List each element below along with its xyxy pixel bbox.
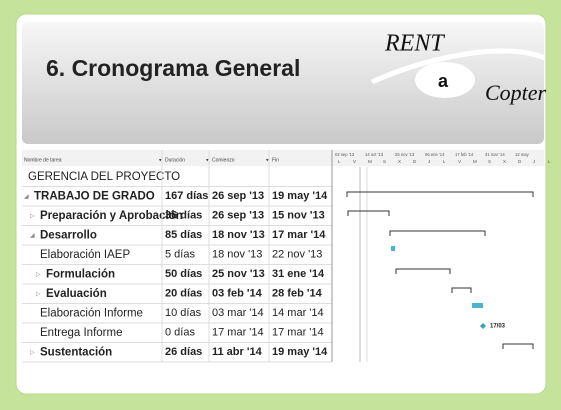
table-rows: GERENCIA DEL PROYECTO ◢ TRABAJO DE GRADO 16… <box>22 150 332 363</box>
column-menu: ▾ <box>266 157 269 163</box>
task-end: 28 feb '14 <box>272 288 323 300</box>
task-duration: 10 días <box>165 307 202 319</box>
task-end: 19 may '14 <box>272 346 328 358</box>
task-duration: 36 días <box>165 210 202 222</box>
task-name: Elaboración IAEP <box>40 249 130 261</box>
task-start: 03 feb '14 <box>212 288 263 300</box>
gantt <box>346 167 534 362</box>
task-end: 19 may '14 <box>272 190 328 202</box>
task-duration: 5 días <box>165 249 195 261</box>
task-end: 14 mar '14 <box>272 307 324 319</box>
expander: ▷ <box>30 350 35 356</box>
task-name: Preparación y Aprobación <box>40 210 183 222</box>
task-start: 17 mar '14 <box>212 327 264 339</box>
summary-bar <box>451 287 472 293</box>
column-header: Fin <box>272 157 279 163</box>
task-name: Entrega Informe <box>40 327 122 339</box>
task-start: 03 mar '14 <box>212 307 264 319</box>
task-name: Sustentación <box>40 346 112 358</box>
task-start: 18 nov '13 <box>212 229 265 241</box>
day-label: L <box>338 159 341 164</box>
day-label: X <box>503 159 506 164</box>
task-start: 25 nov '13 <box>212 268 265 280</box>
summary-bar <box>346 191 534 197</box>
day-label: L <box>548 159 551 164</box>
task-name: Evaluación <box>46 288 107 300</box>
day-label: M <box>368 159 372 164</box>
task-name: Desarrollo <box>40 229 97 241</box>
period-label: 14 oct '13 <box>365 152 384 157</box>
task-name: GERENCIA DEL PROYECTO <box>28 171 180 183</box>
task-duration: 85 días <box>165 229 202 241</box>
day-label: J <box>533 159 535 164</box>
column-menu: ▾ <box>206 157 209 163</box>
task-end: 17 mar '14 <box>272 229 326 241</box>
task-start: 26 sep '13 <box>212 190 264 202</box>
task-start: 11 abr '14 <box>212 346 263 358</box>
task-name: Formulación <box>46 268 115 280</box>
title: 6. Cronograma General <box>46 55 300 81</box>
period-label: 31 mar '14 <box>485 152 505 157</box>
task-duration: 0 días <box>165 327 195 339</box>
summary-bar <box>389 230 486 236</box>
day-label: S <box>383 159 386 164</box>
summary-bar <box>502 343 534 349</box>
period-label: 02 sep '13 <box>335 152 355 157</box>
logo-copter: Copter <box>485 80 547 105</box>
day-label: V <box>353 159 356 164</box>
logo-rent: RENT <box>384 31 445 57</box>
day-label: J <box>428 159 430 164</box>
task-bar <box>472 303 483 308</box>
task-start: 18 nov '13 <box>212 249 262 261</box>
task-bar <box>391 246 395 251</box>
logo-ellipse <box>415 62 475 98</box>
summary-bar <box>347 210 390 216</box>
day-label: V <box>458 159 461 164</box>
column-header: Nombre de tarea <box>24 157 62 163</box>
header-band <box>22 22 544 144</box>
expander: ◢ <box>30 233 35 239</box>
summary-bar <box>395 268 451 274</box>
milestone <box>480 323 486 329</box>
milestone-label: 17/03 <box>490 324 506 330</box>
task-name: Elaboración Informe <box>40 307 143 319</box>
period-label: 12 may <box>515 152 530 157</box>
column-menu: ▾ <box>159 157 162 163</box>
task-duration: 50 días <box>165 268 202 280</box>
logo-a: a <box>438 71 449 91</box>
expander: ▷ <box>36 272 41 278</box>
day-label: M <box>473 159 477 164</box>
task-duration: 20 días <box>165 288 202 300</box>
expander: ◢ <box>24 194 29 200</box>
day-label: S <box>488 159 491 164</box>
logo-swoosh <box>370 48 546 85</box>
task-end: 15 nov '13 <box>272 210 325 222</box>
day-label: D <box>518 159 522 164</box>
expander: ▷ <box>30 213 35 219</box>
day-label: L <box>443 159 446 164</box>
expander: ▷ <box>36 291 41 297</box>
table-header <box>22 150 544 166</box>
task-duration: 26 días <box>165 346 202 358</box>
column-header: Comienzo <box>212 157 235 163</box>
task-name: TRABAJO DE GRADO <box>34 190 155 202</box>
period-label: 06 ene '14 <box>425 152 445 157</box>
task-end: 17 mar '14 <box>272 327 324 339</box>
task-duration: 167 días <box>165 190 208 202</box>
period-label: 25 nov '13 <box>395 152 415 157</box>
task-end: 31 ene '14 <box>272 268 325 280</box>
task-end: 22 nov '13 <box>272 249 322 261</box>
day-label: D <box>413 159 417 164</box>
day-label: X <box>398 159 401 164</box>
period-label: 17 feb '14 <box>455 152 474 157</box>
task-start: 26 sep '13 <box>212 210 264 222</box>
column-header: Duración <box>165 157 185 163</box>
